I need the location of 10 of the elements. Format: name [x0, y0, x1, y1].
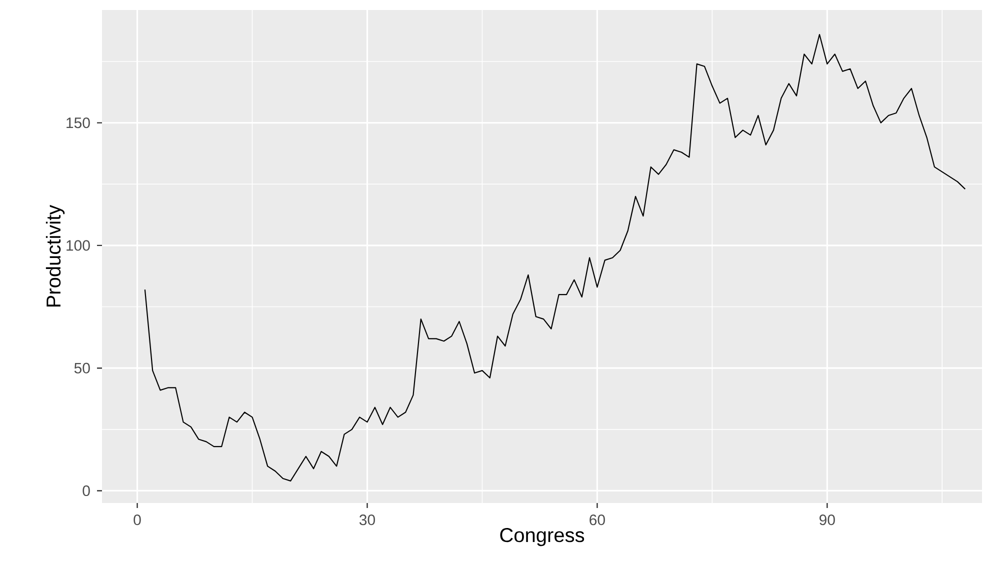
y-tick-label: 0: [82, 485, 90, 496]
y-axis-title: Productivity: [46, 204, 65, 307]
x-tick-label: 60: [590, 514, 605, 526]
y-tick-label: 50: [74, 362, 90, 374]
x-tick-label: 30: [359, 514, 375, 526]
x-tick-label: 90: [820, 514, 835, 526]
y-tick-label: 150: [66, 118, 90, 128]
x-tick-label: 0: [134, 514, 141, 526]
x-axis-title: Congress: [500, 528, 584, 546]
y-tick-label: 100: [66, 240, 90, 251]
